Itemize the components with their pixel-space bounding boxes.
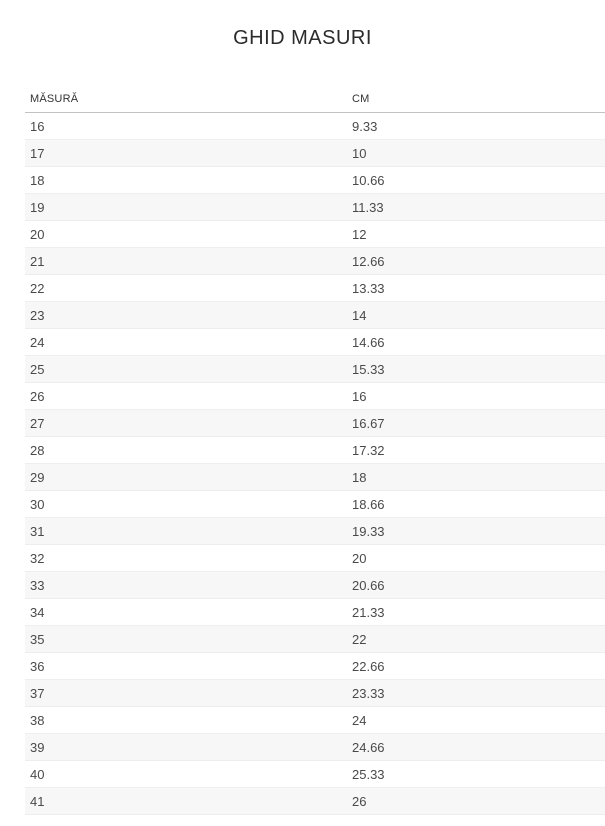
cell-cm: 24.66 bbox=[352, 739, 385, 755]
cell-cm: 25.33 bbox=[352, 766, 385, 782]
cell-size: 20 bbox=[30, 226, 45, 242]
table-row: 18 10.66 bbox=[25, 167, 605, 194]
cell-cm: 11.33 bbox=[352, 199, 384, 215]
cell-size: 21 bbox=[30, 253, 45, 269]
cell-size: 33 bbox=[30, 577, 45, 593]
cell-cm: 19.33 bbox=[352, 523, 385, 539]
table-body: 16 9.33 17 10 18 10.66 19 11.33 20 12 21… bbox=[25, 113, 605, 815]
cell-cm: 20 bbox=[352, 550, 367, 566]
table-row: 19 11.33 bbox=[25, 194, 605, 221]
table-row: 26 16 bbox=[25, 383, 605, 410]
table-row: 35 22 bbox=[25, 626, 605, 653]
page-title: GHID MASURI bbox=[233, 27, 372, 49]
table-row: 25 15.33 bbox=[25, 356, 605, 383]
cell-size: 19 bbox=[30, 199, 45, 215]
cell-cm: 24 bbox=[352, 712, 367, 728]
table-row: 41 26 bbox=[25, 788, 605, 815]
cell-cm: 10.66 bbox=[352, 172, 385, 188]
table-row: 27 16.67 bbox=[25, 410, 605, 437]
cell-cm: 20.66 bbox=[352, 577, 385, 593]
table-row: 23 14 bbox=[25, 302, 605, 329]
cell-cm: 16 bbox=[352, 388, 367, 404]
cell-size: 29 bbox=[30, 469, 45, 485]
cell-cm: 16.67 bbox=[352, 415, 385, 431]
cell-cm: 21.33 bbox=[352, 604, 385, 620]
cell-cm: 13.33 bbox=[352, 280, 385, 296]
table-row: 24 14.66 bbox=[25, 329, 605, 356]
cell-size: 17 bbox=[30, 145, 45, 161]
cell-cm: 15.33 bbox=[352, 361, 385, 377]
cell-size: 36 bbox=[30, 658, 45, 674]
table-row: 17 10 bbox=[25, 140, 605, 167]
cell-size: 24 bbox=[30, 334, 45, 350]
cell-size: 40 bbox=[30, 766, 45, 782]
table-row: 36 22.66 bbox=[25, 653, 605, 680]
cell-cm: 12.66 bbox=[352, 253, 385, 269]
table-row: 22 13.33 bbox=[25, 275, 605, 302]
cell-cm: 10 bbox=[352, 145, 367, 161]
table-row: 37 23.33 bbox=[25, 680, 605, 707]
column-header-size: MĂSURĂ bbox=[30, 93, 79, 105]
cell-size: 27 bbox=[30, 415, 45, 431]
cell-cm: 22.66 bbox=[352, 658, 385, 674]
cell-size: 39 bbox=[30, 739, 45, 755]
table-row: 16 9.33 bbox=[25, 113, 605, 140]
column-header-cm: CM bbox=[352, 93, 370, 105]
table-row: 20 12 bbox=[25, 221, 605, 248]
table-row: 33 20.66 bbox=[25, 572, 605, 599]
cell-cm: 18 bbox=[352, 469, 367, 485]
cell-cm: 18.66 bbox=[352, 496, 385, 512]
cell-size: 23 bbox=[30, 307, 45, 323]
table-row: 28 17.32 bbox=[25, 437, 605, 464]
cell-cm: 26 bbox=[352, 793, 367, 809]
cell-size: 37 bbox=[30, 685, 45, 701]
cell-cm: 9.33 bbox=[352, 118, 378, 134]
cell-size: 16 bbox=[30, 118, 45, 134]
cell-size: 32 bbox=[30, 550, 45, 566]
cell-cm: 23.33 bbox=[352, 685, 385, 701]
table-row: 38 24 bbox=[25, 707, 605, 734]
cell-size: 35 bbox=[30, 631, 45, 647]
cell-cm: 14 bbox=[352, 307, 367, 323]
cell-cm: 17.32 bbox=[352, 442, 385, 458]
cell-size: 28 bbox=[30, 442, 45, 458]
table-header-row: MĂSURĂ CM bbox=[25, 86, 605, 113]
cell-size: 26 bbox=[30, 388, 45, 404]
size-guide-table: MĂSURĂ CM 16 9.33 17 10 18 10.66 19 11.3… bbox=[25, 86, 605, 815]
table-row: 21 12.66 bbox=[25, 248, 605, 275]
cell-size: 31 bbox=[30, 523, 45, 539]
table-row: 32 20 bbox=[25, 545, 605, 572]
cell-size: 25 bbox=[30, 361, 45, 377]
cell-size: 18 bbox=[30, 172, 45, 188]
cell-size: 38 bbox=[30, 712, 45, 728]
table-row: 39 24.66 bbox=[25, 734, 605, 761]
cell-size: 22 bbox=[30, 280, 45, 296]
table-row: 29 18 bbox=[25, 464, 605, 491]
cell-size: 30 bbox=[30, 496, 45, 512]
table-row: 40 25.33 bbox=[25, 761, 605, 788]
table-row: 34 21.33 bbox=[25, 599, 605, 626]
table-row: 30 18.66 bbox=[25, 491, 605, 518]
cell-size: 34 bbox=[30, 604, 45, 620]
cell-cm: 14.66 bbox=[352, 334, 385, 350]
cell-cm: 12 bbox=[352, 226, 367, 242]
cell-size: 41 bbox=[30, 793, 45, 809]
cell-cm: 22 bbox=[352, 631, 367, 647]
table-row: 31 19.33 bbox=[25, 518, 605, 545]
